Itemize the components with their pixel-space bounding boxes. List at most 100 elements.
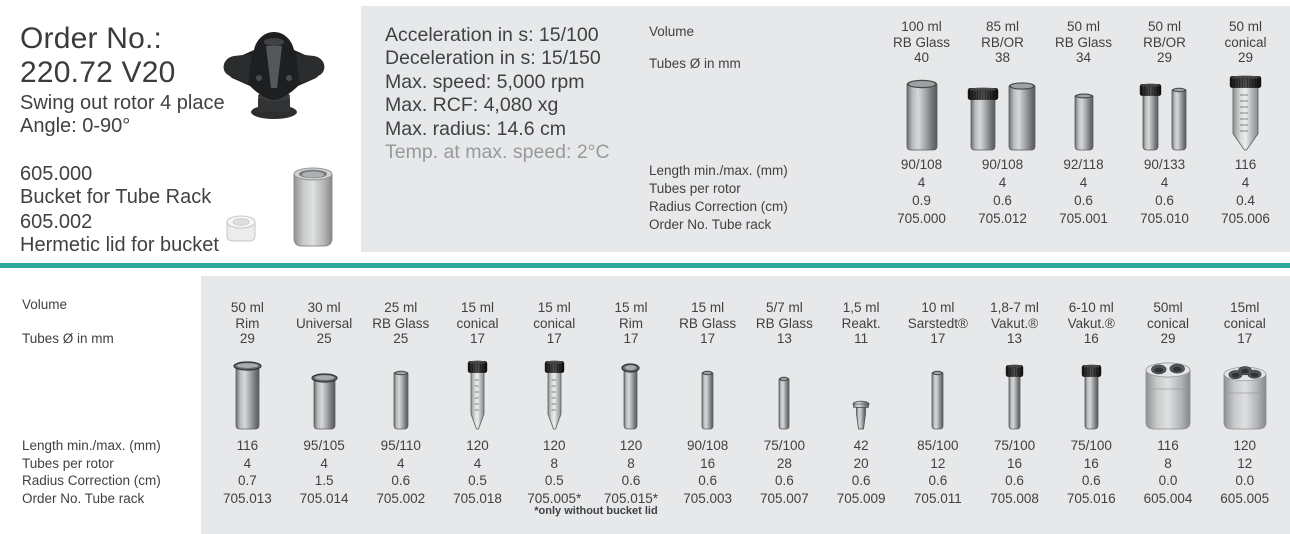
col-type: RB/OR: [1143, 34, 1186, 50]
rotor-angle: Angle: 0-90°: [20, 115, 131, 137]
col-type: RB Glass: [372, 315, 430, 331]
col-order_no: 705.008: [990, 490, 1039, 506]
col-type: RB Glass: [679, 315, 737, 331]
col-volume: 25 ml: [384, 300, 418, 315]
col-order_no: 705.016: [1066, 490, 1116, 506]
col-diameter: 17: [470, 331, 486, 346]
col-length: 75/100: [763, 438, 806, 453]
column-header: 100 ml RB Glass 40: [881, 19, 962, 66]
column-values: 75/100 16 0.6 705.008: [976, 437, 1053, 507]
col-type: conical: [533, 315, 576, 331]
column-header: 15ml conical 17: [1206, 297, 1283, 347]
col-radius_correction: 1.5: [314, 473, 334, 488]
col-length: 75/100: [1070, 438, 1112, 453]
col-diameter: 40: [913, 50, 930, 65]
col-order_no: 705.001: [1059, 211, 1108, 226]
column-header: 50ml conical 29: [1130, 297, 1207, 347]
tubes-per-rotor-row-label: Tubes per rotor: [22, 455, 114, 471]
adapter-2hole-icon: [1130, 347, 1207, 437]
tube-column: 1,5 ml Reakt. 11 42 20 0.6 705.009: [823, 297, 900, 507]
col-type: Vakut.®: [990, 315, 1039, 331]
col-order_no: 705.009: [836, 490, 886, 506]
col-length: 92/118: [1063, 157, 1104, 172]
tube-column: 50 ml RB/OR 29 90/133 4 0.6 705.010: [1124, 19, 1205, 228]
accessory-name: Bucket for Tube Rack: [20, 186, 212, 208]
col-volume: 100 ml: [901, 19, 942, 34]
col-tubes_per_rotor: 4: [917, 175, 926, 190]
accessory-name: Hermetic lid for bucket: [20, 234, 219, 256]
column-header: 10 ml Sarstedt® 17: [899, 297, 976, 347]
col-order_no: 705.015*: [603, 490, 658, 506]
column-header: 50 ml RB Glass 34: [1043, 19, 1124, 66]
tube-column: 85 ml RB/OR 38 90/108 4 0.6 705.012: [962, 19, 1043, 228]
col-radius_correction: 0.0: [1235, 473, 1255, 488]
column-header: 5/7 ml RB Glass 13: [746, 297, 823, 347]
col-diameter: 38: [994, 50, 1011, 65]
col-length: 120: [619, 438, 643, 453]
order-no-value: 220.72 V20: [20, 56, 176, 89]
column-header: 1,5 ml Reakt. 11: [823, 297, 900, 347]
col-diameter: 17: [546, 331, 562, 346]
col-volume: 15ml: [1230, 300, 1260, 315]
col-radius_correction: 0.6: [851, 473, 871, 488]
tube-column: 100 ml RB Glass 40 90/108 4 0.9 705.000: [881, 19, 962, 228]
col-volume: 10 ml: [921, 300, 955, 315]
col-order_no: 605.004: [1143, 490, 1193, 506]
col-length: 42: [853, 438, 869, 453]
spec-max-speed: Max. speed: 5,000 rpm: [385, 70, 585, 93]
col-order_no: 705.011: [913, 490, 962, 506]
col-type: RB Glass: [755, 315, 813, 331]
order-no-label: Order No.:: [20, 22, 163, 55]
col-type: RB Glass: [892, 34, 950, 50]
tube-conical-capped-small-icon: [439, 347, 516, 437]
tube-column: 30 ml Universal 25 95/105 4 1.5 705.014: [286, 297, 363, 507]
column-header: 15 ml conical 17: [516, 297, 593, 347]
column-header: 30 ml Universal 25: [286, 297, 363, 347]
col-tubes_per_rotor: 8: [627, 455, 635, 471]
col-diameter: 29: [239, 331, 255, 346]
spec-deceleration: Deceleration in s: 15/150: [385, 47, 601, 70]
tube-capped-medium-icon: [1053, 347, 1130, 437]
column-values: 85/100 12 0.6 705.011: [899, 437, 976, 507]
col-length: 95/110: [380, 438, 421, 453]
col-tubes_per_rotor: 20: [853, 455, 869, 471]
col-order_no: 705.018: [453, 490, 502, 506]
col-tubes_per_rotor: 4: [1079, 175, 1088, 190]
column-header: 15 ml RB Glass 17: [669, 297, 746, 347]
col-diameter: 29: [1237, 50, 1254, 65]
tube-column: 50 ml RB Glass 34 92/118 4 0.6 705.001: [1043, 19, 1124, 228]
column-values: 116 4 0.7 705.013: [209, 437, 286, 507]
tube-column: 50 ml conical 29 116 4 0.4 705.006: [1205, 19, 1286, 228]
column-values: 90/108 4 0.9 705.000: [881, 156, 962, 228]
column-values: 90/133 4 0.6 705.010: [1124, 156, 1205, 228]
length-row-label: Length min./max. (mm): [22, 438, 161, 453]
column-header: 1,8-7 ml Vakut.® 13: [976, 297, 1053, 347]
column-header: 15 ml conical 17: [439, 297, 516, 347]
col-tubes_per_rotor: 16: [1007, 455, 1023, 471]
tube-open-medium-icon: [1043, 66, 1124, 156]
col-tubes_per_rotor: 4: [473, 455, 482, 471]
col-radius_correction: 0.6: [1005, 473, 1024, 488]
col-radius_correction: 0.6: [1081, 473, 1101, 488]
tube-column: 15 ml RB Glass 17 90/108 16 0.6 705.003: [669, 297, 746, 507]
col-diameter: 13: [1007, 331, 1023, 346]
teal-divider: [0, 263, 1290, 268]
col-tubes_per_rotor: 4: [320, 455, 328, 471]
col-volume: 30 ml: [307, 300, 341, 315]
column-header: 50 ml conical 29: [1205, 19, 1286, 66]
col-order_no: 605.005: [1220, 490, 1270, 506]
column-values: 120 4 0.5 705.018: [439, 437, 516, 507]
col-radius_correction: 0.4: [1236, 193, 1255, 208]
bottom-row-labels: Length min./max. (mm) Tubes per rotor Ra…: [22, 437, 161, 507]
col-tubes_per_rotor: 8: [550, 455, 558, 471]
col-length: 116: [1234, 157, 1257, 172]
tube-rim-small-icon: [593, 347, 670, 437]
col-type: Reakt.: [841, 315, 881, 331]
col-volume: 50 ml: [1066, 19, 1100, 34]
length-row-label: Length min./max. (mm): [649, 163, 788, 178]
tube-micro-icon: [823, 347, 900, 437]
accessory-code: 605.002: [20, 211, 93, 233]
col-length: 90/108: [981, 157, 1024, 172]
column-values: 120 8 0.5 705.005*: [516, 437, 593, 507]
